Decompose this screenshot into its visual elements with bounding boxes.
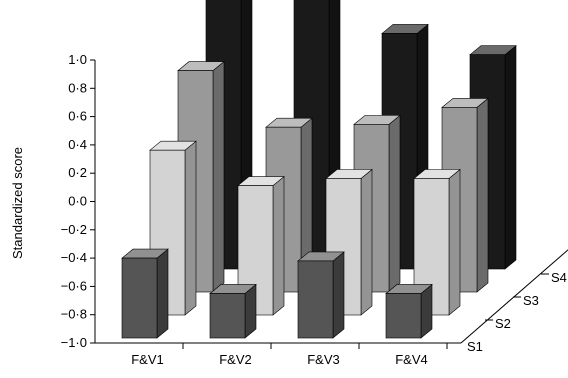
depth-label-s2: S2: [495, 316, 511, 331]
y-tick-label: −0·8: [61, 307, 87, 322]
x-category-label: F&V2: [219, 352, 252, 367]
y-tick-label: 0·8: [68, 80, 87, 95]
depth-label-s4: S4: [551, 270, 567, 285]
x-category-label: F&V1: [131, 352, 164, 367]
depth-label-s1: S1: [467, 339, 483, 354]
x-category-label: F&V4: [395, 352, 428, 367]
y-tick-label: 0·0: [68, 194, 87, 209]
bars-group: [121, 0, 517, 339]
y-tick-label: −0·6: [61, 278, 87, 293]
y-axis-label: Standardized score: [10, 147, 25, 259]
y-tick-label: −0·4: [61, 250, 87, 265]
y-tick-label: −0·2: [61, 222, 87, 237]
depth-label-s3: S3: [523, 293, 539, 308]
x-category-label: F&V3: [307, 352, 340, 367]
bar-s1-4: [385, 283, 433, 339]
depth-axis-line: [460, 249, 568, 344]
bar-s1-2: [209, 283, 257, 339]
y-tick-label: 0·2: [68, 165, 87, 180]
labels-group: Standardized score −1·0 −0·8 −0·6 −0·4 −0·2 0…: [10, 52, 567, 367]
bar-s1-3: [297, 251, 345, 339]
axes-group: [90, 59, 568, 349]
y-tick-label: 0·6: [68, 109, 87, 124]
y-tick-label: 1·0: [68, 52, 87, 67]
y-tick-label: 0·4: [68, 137, 87, 152]
y-tick-label: −1·0: [61, 335, 87, 350]
bar-s1-1: [121, 248, 169, 339]
